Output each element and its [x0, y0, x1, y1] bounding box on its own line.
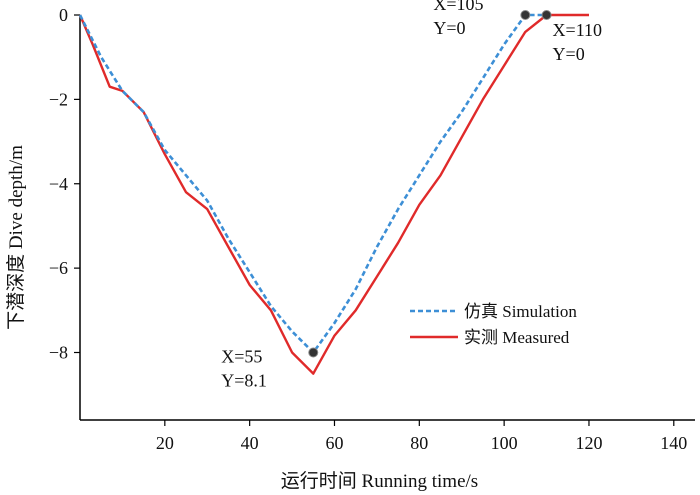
annotations: X=55 Y=8.1 X=105 Y=0 X=110 Y=0 [221, 0, 602, 391]
y-tick-label: −8 [49, 343, 68, 363]
annotation-label: Y=8.1 [221, 371, 267, 391]
x-tick-label: 140 [660, 433, 687, 453]
y-tick-label: 0 [59, 5, 68, 25]
annotation-label: Y=0 [433, 18, 465, 38]
plot-frame [79, 15, 695, 421]
annotation-label: X=105 [433, 0, 483, 14]
y-tick-label: −6 [49, 258, 68, 278]
axis-ticks: 20 40 60 80 100 120 140 0 −2 −4 −6 −8 [49, 5, 687, 453]
y-tick-label: −4 [49, 174, 68, 194]
annotation-point [308, 347, 319, 358]
annotation-point [520, 10, 531, 20]
x-tick-label: 80 [410, 433, 428, 453]
x-tick-label: 40 [241, 433, 259, 453]
y-axis-title: 下潜深度 Dive depth/m [5, 145, 27, 330]
annotation-label: X=110 [553, 20, 602, 40]
x-axis-title: 运行时间 Running time/s [281, 470, 478, 492]
annotation-markers [308, 10, 552, 358]
legend-label: 仿真 Simulation [464, 302, 577, 321]
x-tick-label: 100 [491, 433, 518, 453]
y-tick-label: −2 [49, 89, 68, 109]
legend: 仿真 Simulation 实测 Measured [410, 302, 577, 347]
annotation-label: Y=0 [553, 44, 585, 64]
x-tick-label: 120 [575, 433, 602, 453]
annotation-point [541, 10, 552, 20]
x-tick-label: 20 [156, 433, 174, 453]
annotation-label: X=55 [221, 347, 262, 367]
legend-label: 实测 Measured [464, 328, 570, 347]
x-tick-label: 60 [325, 433, 343, 453]
